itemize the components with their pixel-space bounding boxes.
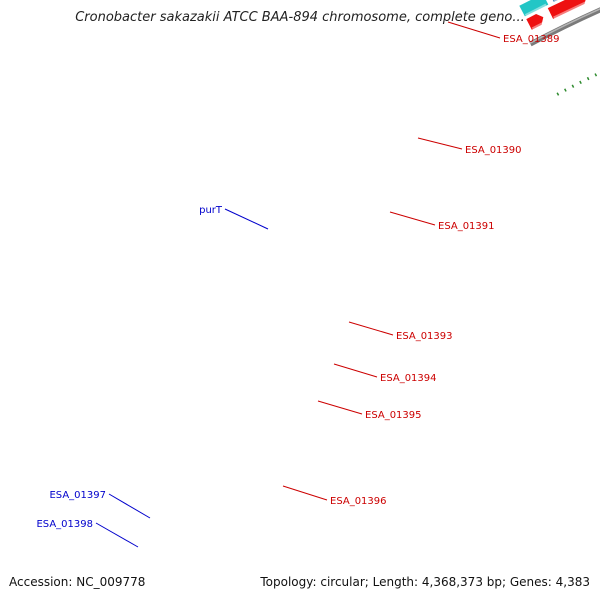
feature-label-purt: purT	[199, 205, 223, 216]
backbone-highlight	[529, 8, 600, 44]
gene-cyan-1-arrow	[519, 0, 549, 17]
feature-label-esa-01391: ESA_01391	[438, 221, 495, 232]
gene-cyan-1-arrow-shade	[524, 3, 547, 16]
feature-label-esa-01395: ESA_01395	[365, 410, 422, 421]
feature-label-esa-01397: ESA_01397	[49, 490, 106, 501]
feature-leader-line	[108, 493, 151, 519]
feature-leader-line	[282, 485, 328, 501]
gene-esa-01390-arrow-shade	[553, 0, 588, 19]
feature-leader-line	[224, 208, 269, 230]
feature-label-esa-01398: ESA_01398	[36, 519, 93, 530]
gene-esa-01389-arrow	[526, 14, 544, 30]
topology-text: Topology: circular; Length: 4,368,373 bp…	[260, 575, 590, 589]
feature-label-esa-01394: ESA_01394	[380, 373, 437, 384]
feature-leader-line	[95, 522, 139, 548]
feature-label-esa-01396: ESA_01396	[330, 496, 387, 507]
gene-esa-01390-arrow	[547, 0, 586, 19]
feature-leader-line	[317, 400, 363, 415]
feature-leader-line	[389, 211, 436, 226]
feature-label-esa-01393: ESA_01393	[396, 331, 453, 342]
backbone-line	[529, 7, 600, 47]
gene-esa-01389-arrow-shade	[531, 21, 545, 30]
feature-label-esa-01390: ESA_01390	[465, 145, 522, 156]
map-title: Cronobacter sakazakii ATCC BAA-894 chrom…	[75, 10, 525, 25]
feature-leader-line	[417, 137, 463, 150]
feature-label-esa-01389: ESA_01389	[503, 34, 560, 45]
feature-leader-line	[348, 321, 394, 336]
gene-steelblue-1-arrow	[552, 0, 558, 2]
feature-leader-line	[447, 21, 501, 39]
accession-text: Accession: NC_009778	[9, 575, 146, 589]
feature-leader-line	[333, 363, 378, 378]
